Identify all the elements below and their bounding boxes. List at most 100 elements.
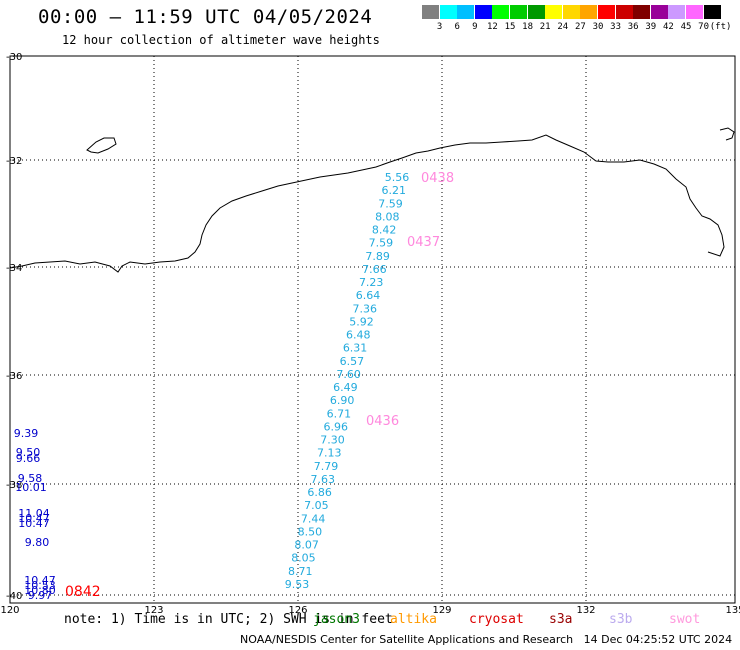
- pass-time-label: 0437: [407, 235, 440, 250]
- pass-time-label: 0438: [421, 171, 454, 186]
- colorbar-swatch: [527, 5, 545, 19]
- colorbar-swatch: [615, 5, 633, 19]
- colorbar-swatch: [492, 5, 510, 19]
- wave-height-label: 8.42: [372, 224, 397, 237]
- wave-height-label: 7.59: [369, 237, 394, 250]
- colorbar-unit: (ft): [709, 22, 732, 32]
- wave-height-label: 9.50: [16, 446, 41, 459]
- wave-height-label: 5.92: [349, 315, 374, 328]
- wave-height-label: 10.01: [15, 481, 47, 494]
- wave-height-label: 9.80: [25, 536, 50, 549]
- wave-height-label: 10.80: [24, 584, 56, 597]
- wave-height-label: 10.53: [24, 579, 56, 592]
- wave-height-label: 7.30: [320, 434, 345, 447]
- colorbar-label: 70: [698, 22, 710, 32]
- colorbar-swatch: [703, 5, 721, 19]
- wave-height-label: 7.79: [314, 460, 339, 473]
- colorbar-swatch: [510, 5, 527, 19]
- page-title: 00:00 – 11:59 UTC 04/05/2024: [38, 6, 373, 28]
- footnote: note: 1) Time is in UTC; 2) SWH is in fe…: [64, 612, 393, 627]
- wave-height-label: 6.71: [327, 407, 352, 420]
- wave-height-label: 9.66: [16, 452, 41, 465]
- wave-height-label: 8.07: [294, 539, 319, 552]
- wave-height-label: 7.44: [301, 512, 326, 525]
- colorbar-swatch: [457, 5, 475, 19]
- wave-height-label: 6.86: [307, 486, 332, 499]
- colorbar-label: 42: [662, 22, 674, 32]
- wave-height-label: 11.04: [18, 507, 50, 520]
- wave-height-label: 7.89: [365, 250, 390, 263]
- colorbar-label: 21: [539, 22, 551, 32]
- colorbar-label: 3: [436, 22, 443, 32]
- kangaroo-island: [86, 137, 117, 154]
- wave-height-label: 10.47: [24, 574, 56, 587]
- colorbar-swatch: [650, 5, 668, 19]
- colorbar-label: 15: [504, 22, 516, 32]
- page-subtitle: 12 hour collection of altimeter wave hei…: [62, 33, 380, 47]
- wave-height-label: 9.58: [18, 472, 43, 485]
- colorbar-label: 27: [574, 22, 586, 32]
- lat-tick-label: -30: [6, 52, 22, 63]
- west-edge-labels: 9.399.509.669.5810.0111.0410.4710.479.80…: [14, 427, 56, 602]
- colorbar-swatch: [422, 5, 439, 19]
- wave-height-label: 8.50: [298, 525, 323, 538]
- lon-tick-label: 123: [144, 605, 163, 616]
- wave-height-label: 6.21: [382, 184, 407, 197]
- colorbar-label: 30: [592, 22, 604, 32]
- colorbar-swatch: [668, 5, 686, 19]
- pass-time-labels: 0438 0437 0436 0842: [65, 171, 454, 600]
- colorbar-swatch: [633, 5, 651, 19]
- wave-height-label: 7.13: [317, 447, 342, 460]
- colorbar-label: 12: [486, 22, 498, 32]
- colorbar-swatch: [439, 5, 457, 19]
- colorbar-label: 24: [557, 22, 569, 32]
- lon-tick-label: 120: [0, 605, 19, 616]
- lon-tick-label: 129: [432, 605, 451, 616]
- map-frame: [9, 55, 736, 604]
- wave-height-label: 8.71: [288, 565, 313, 578]
- pass-time-label: 0436: [366, 414, 399, 429]
- wave-height-label: 7.66: [362, 263, 387, 276]
- colorbar-label: 39: [645, 22, 657, 32]
- altimeter-track-labels: 5.566.217.598.088.427.597.897.667.236.64…: [285, 171, 410, 591]
- map-graticule: 120 123 126 129 132 135 -30 -32 -34 -36 -38 -40: [0, 52, 740, 616]
- wave-height-label: 6.49: [333, 381, 358, 394]
- satellite-legend-jason3: jason3: [313, 612, 360, 627]
- satellite-legend-swot: swot: [669, 612, 701, 627]
- lon-tick-label: 126: [288, 605, 307, 616]
- colorbar-label: 18: [522, 22, 534, 32]
- wave-height-label: 6.48: [346, 329, 371, 342]
- wave-height-label: 7.36: [352, 302, 377, 315]
- colorbar-swatch: [686, 5, 703, 19]
- wave-height-label: 6.57: [340, 355, 365, 368]
- lat-tick-label: -38: [6, 480, 22, 491]
- lat-tick-label: -34: [6, 263, 22, 274]
- credit-line: NOAA/NESDIS Center for Satellite Applica…: [240, 633, 733, 646]
- pass-time-label: 0842: [65, 584, 101, 600]
- colorbar-label: 36: [627, 22, 639, 32]
- wave-height-label: 7.63: [311, 473, 336, 486]
- lat-tick-label: -40: [6, 591, 22, 602]
- colorbar-label: 45: [680, 22, 692, 32]
- wave-height-label: 8.05: [291, 552, 316, 565]
- wave-height-label: 6.90: [330, 394, 355, 407]
- wave-height-label: 6.31: [343, 342, 368, 355]
- wave-height-label: 9.97: [28, 589, 53, 602]
- wave-height-label: 9.39: [14, 427, 39, 440]
- wave-height-label: 8.08: [375, 210, 400, 223]
- wave-height-label: 10.47: [18, 517, 50, 530]
- lon-tick-label: 135: [725, 605, 740, 616]
- lon-tick-label: 132: [576, 605, 595, 616]
- wave-height-label: 10.47: [18, 512, 50, 525]
- wave-height-label: 7.23: [359, 276, 384, 289]
- colorbar-swatch: [545, 5, 563, 19]
- satellite-legend-altika: altika: [390, 612, 437, 627]
- colorbar-swatch: [598, 5, 615, 19]
- lat-tick-label: -36: [6, 371, 22, 382]
- colorbar-label: 33: [610, 22, 622, 32]
- colorbar-swatch: [580, 5, 598, 19]
- lat-tick-label: -32: [6, 156, 22, 167]
- wave-height-label: 7.05: [304, 499, 329, 512]
- wave-height-label: 9.53: [285, 578, 310, 591]
